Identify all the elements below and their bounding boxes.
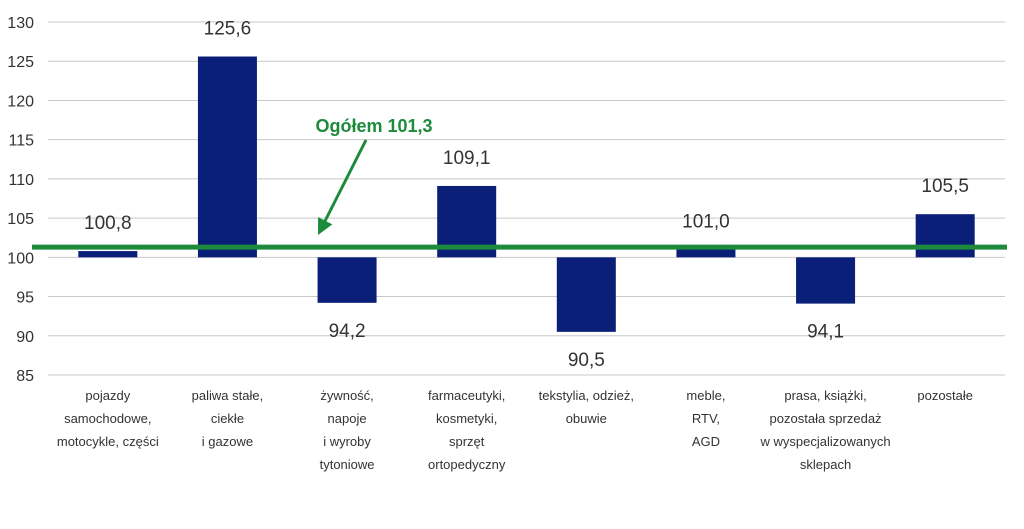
category-label: sklepach <box>800 457 851 472</box>
y-tick-label: 130 <box>7 15 34 32</box>
category-label: prasa, książki, <box>784 388 866 403</box>
y-tick-label: 95 <box>16 290 34 307</box>
reference-line-group: Ogółem 101,3 <box>32 116 1007 250</box>
category-label: paliwa stałe, <box>192 388 264 403</box>
bar <box>796 257 856 304</box>
value-label: 125,6 <box>204 19 252 40</box>
category-label: RTV, <box>692 411 720 426</box>
value-label: 105,5 <box>921 176 969 197</box>
y-tick-label: 120 <box>7 93 34 110</box>
bar <box>915 214 975 258</box>
bar <box>556 257 616 332</box>
category-label: farmaceutyki, <box>428 388 505 403</box>
category-label: motocykle, części <box>57 434 159 449</box>
category-label: ortopedyczny <box>428 457 506 472</box>
y-tick-label: 125 <box>7 54 34 71</box>
value-label: 101,0 <box>682 211 730 232</box>
bar <box>317 257 377 303</box>
category-label: pojazdy <box>85 388 130 403</box>
value-label: 109,1 <box>443 148 491 169</box>
value-label: 94,1 <box>807 322 844 343</box>
y-tick-label: 110 <box>8 172 34 189</box>
category-label: tekstylia, odzież, <box>539 388 634 403</box>
bar <box>78 251 138 258</box>
category-label: i gazowe <box>202 434 253 449</box>
y-tick-label: 105 <box>7 211 34 228</box>
category-label: tytoniowe <box>320 457 375 472</box>
annotation-arrow-shaft <box>321 139 368 226</box>
value-label: 94,2 <box>329 321 366 342</box>
bar <box>197 56 257 258</box>
category-label: sprzęt <box>449 434 485 449</box>
reference-annotation: Ogółem 101,3 <box>315 116 432 136</box>
y-tick-label: 100 <box>7 250 34 267</box>
value-labels: 100,8 125,6 94,2 109,1 90,5 101,0 94,1 105,5 <box>84 19 969 371</box>
category-label: obuwie <box>566 411 607 426</box>
category-label: ciekłe <box>211 411 244 426</box>
category-label: napoje <box>328 411 367 426</box>
bars <box>78 56 975 332</box>
category-label: kosmetyki, <box>436 411 497 426</box>
category-label: pozostała sprzedaż <box>770 411 882 426</box>
bar <box>676 249 736 258</box>
annotation-arrow-head <box>318 217 333 235</box>
category-label: żywność, <box>320 388 373 403</box>
category-label: meble, <box>686 388 725 403</box>
value-label: 100,8 <box>84 213 132 234</box>
category-label: AGD <box>692 434 720 449</box>
y-tick-label: 90 <box>16 329 34 346</box>
grid-lines <box>48 21 1005 376</box>
category-label: w wyspecjalizowanych <box>760 434 891 449</box>
category-label: pozostałe <box>917 388 973 403</box>
category-labels: pojazdy samochodowe, motocykle, części pali… <box>57 388 973 472</box>
y-tick-label: 85 <box>16 368 34 385</box>
y-tick-label: 115 <box>8 133 34 150</box>
category-label: samochodowe, <box>64 411 151 426</box>
category-label: i wyroby <box>323 434 371 449</box>
value-label: 90,5 <box>568 350 605 371</box>
y-axis: 85 90 95 100 105 110 115 120 125 130 <box>7 15 34 385</box>
